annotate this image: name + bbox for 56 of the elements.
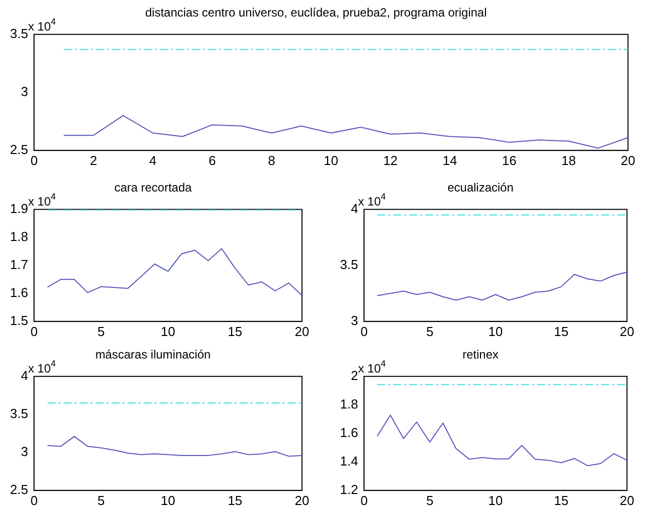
x-tick-label: 5 [97, 492, 105, 508]
x-tick-label: 20 [294, 492, 310, 508]
y-tick-label: 3 [350, 312, 358, 328]
x-tick-label: 6 [208, 152, 216, 168]
x-tick-label: 10 [488, 324, 503, 339]
x-tick-label: 0 [30, 152, 38, 168]
x-tick-label: 12 [383, 152, 398, 168]
y-tick-label: 2.5 [10, 482, 28, 497]
x-tick-label: 5 [426, 324, 434, 339]
y-tick-label: 1.6 [340, 424, 358, 440]
x-tick-label: 16 [502, 152, 516, 168]
x-tick-label: 20 [620, 152, 636, 168]
x-tick-label: 4 [149, 152, 156, 168]
chart-title: máscaras iluminación [95, 348, 211, 362]
x-tick-label: 15 [554, 492, 568, 508]
x-tick-label: 2 [90, 152, 98, 168]
y-tick-label: 3.5 [10, 26, 28, 41]
x-tick-label: 20 [620, 492, 634, 508]
x-tick-label: 10 [488, 492, 503, 508]
y-tick-label: 1.6 [10, 284, 28, 300]
x-tick-label: 10 [160, 492, 176, 508]
y-tick-label: 1.9 [10, 200, 28, 216]
x-tick-label: 15 [228, 492, 242, 508]
y-tick-label: 4 [20, 368, 28, 383]
y-tick-label: 2.5 [10, 142, 28, 157]
x-tick-label: 18 [561, 152, 576, 168]
x-tick-label: 0 [360, 492, 368, 508]
chart-title: cara recortada [114, 180, 192, 195]
y-tick-label: 1.8 [10, 228, 28, 244]
y-tick-label: 3.5 [10, 406, 28, 421]
y-tick-label: 4 [350, 200, 358, 216]
x-tick-label: 20 [620, 324, 634, 339]
x-tick-label: 0 [360, 324, 368, 339]
chart-title: distancias centro universo, euclídea, prueba2, programa original [145, 6, 487, 20]
chart-title: retinex [462, 348, 499, 362]
y-tick-label: 3.5 [340, 256, 358, 272]
y-tick-label: 1.5 [10, 312, 28, 328]
x-tick-label: 14 [442, 152, 458, 168]
chart-title: ecualización [447, 180, 514, 195]
y-tick-label: 3 [20, 444, 28, 459]
x-tick-label: 15 [228, 324, 242, 339]
x-tick-label: 0 [30, 492, 38, 508]
x-tick-label: 20 [294, 324, 310, 339]
y-tick-label: 1.2 [340, 482, 358, 497]
y-tick-label: 2 [350, 368, 358, 383]
x-tick-label: 5 [97, 324, 105, 339]
x-tick-label: 0 [30, 324, 38, 339]
x-tick-label: 5 [426, 492, 434, 508]
y-tick-label: 1.8 [340, 396, 358, 412]
y-tick-label: 1.4 [340, 453, 358, 468]
y-tick-label: 3 [20, 84, 28, 99]
y-tick-label: 1.7 [10, 256, 28, 272]
x-tick-label: 15 [554, 324, 568, 339]
x-tick-label: 8 [268, 152, 276, 168]
x-tick-label: 10 [324, 152, 338, 168]
x-tick-label: 10 [160, 324, 176, 339]
